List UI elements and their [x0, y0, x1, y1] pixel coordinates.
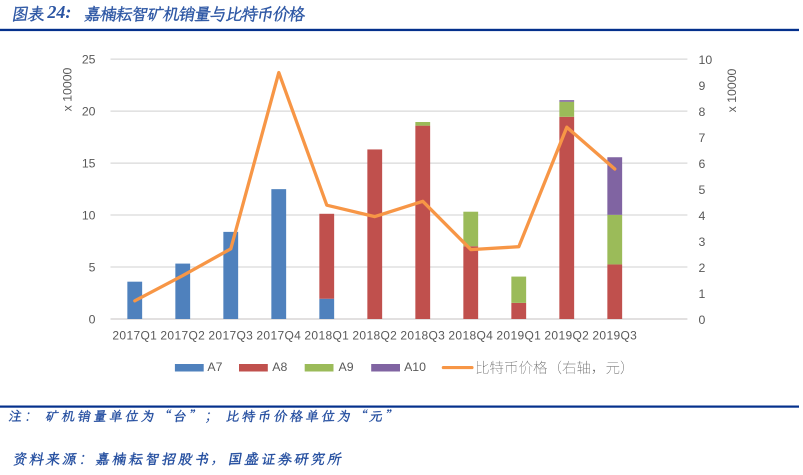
svg-text:3: 3 — [699, 235, 706, 249]
svg-text:15: 15 — [82, 157, 96, 171]
svg-text:25: 25 — [82, 53, 96, 67]
svg-text:2017Q2: 2017Q2 — [160, 328, 205, 342]
svg-text:9: 9 — [699, 79, 706, 93]
svg-text:2018Q4: 2018Q4 — [448, 328, 493, 342]
svg-text:1: 1 — [699, 287, 706, 301]
svg-text:A8: A8 — [272, 360, 287, 374]
svg-text:2017Q4: 2017Q4 — [256, 328, 301, 342]
svg-text:5: 5 — [89, 261, 96, 275]
svg-text:2019Q3: 2019Q3 — [592, 328, 637, 342]
svg-text:0: 0 — [699, 313, 706, 327]
svg-text:2017Q3: 2017Q3 — [208, 328, 253, 342]
svg-text:4: 4 — [699, 209, 706, 223]
svg-text:20: 20 — [82, 105, 96, 119]
svg-text:2: 2 — [699, 261, 706, 275]
svg-text:6: 6 — [699, 157, 706, 171]
svg-text:A9: A9 — [339, 360, 354, 374]
svg-text:10: 10 — [699, 53, 713, 67]
svg-text:8: 8 — [699, 105, 706, 119]
svg-text:x 10000: x 10000 — [725, 68, 739, 112]
svg-text:10: 10 — [82, 209, 96, 223]
svg-text:5: 5 — [699, 183, 706, 197]
svg-text:A10: A10 — [404, 360, 426, 374]
svg-text:2018Q3: 2018Q3 — [400, 328, 445, 342]
svg-text:A7: A7 — [207, 360, 222, 374]
svg-text:0: 0 — [89, 313, 96, 327]
svg-text:x 10000: x 10000 — [61, 67, 75, 111]
svg-text:2018Q1: 2018Q1 — [304, 328, 349, 342]
svg-text:2018Q2: 2018Q2 — [352, 328, 397, 342]
svg-text:2019Q1: 2019Q1 — [496, 328, 541, 342]
svg-text:2019Q2: 2019Q2 — [544, 328, 589, 342]
svg-text:24:: 24: — [46, 2, 71, 22]
svg-text:7: 7 — [699, 131, 706, 145]
svg-text:2017Q1: 2017Q1 — [112, 328, 157, 342]
